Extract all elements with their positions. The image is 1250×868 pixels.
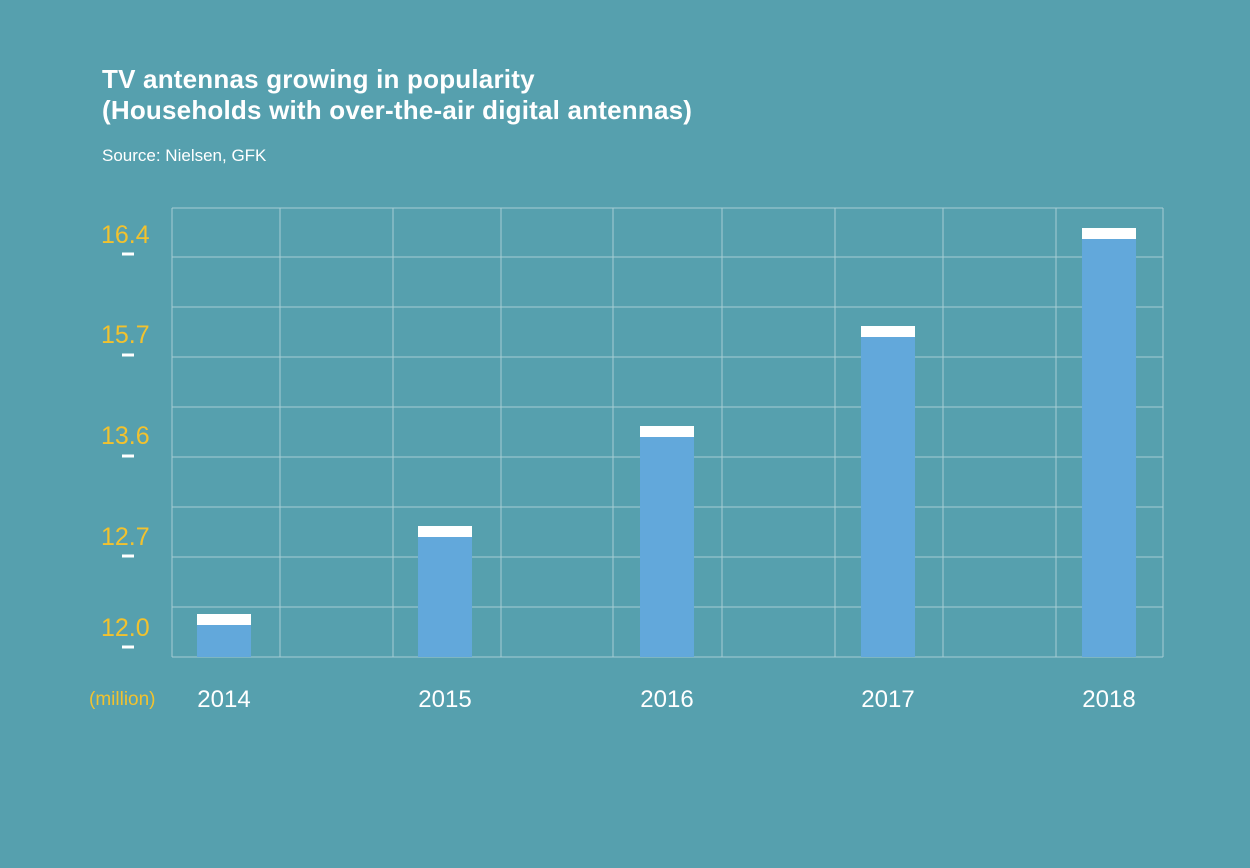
bar-cap-2017: [861, 326, 915, 337]
chart-title-line-1: TV antennas growing in popularity: [102, 64, 535, 94]
y-tick-mark: [122, 645, 134, 649]
y-tick-mark: [122, 454, 134, 458]
y-tick-mark: [122, 252, 134, 256]
chart-title: TV antennas growing in popularity (House…: [102, 64, 692, 126]
bar-2016: [640, 437, 694, 657]
y-tick-label: 12.0: [101, 614, 150, 642]
x-tick-label: 2017: [861, 686, 914, 713]
y-tick-label: 12.7: [101, 523, 150, 551]
x-axis: 2014 2015 2016 2017 2018: [197, 686, 1135, 713]
x-tick-label: 2015: [418, 686, 471, 713]
chart-title-line-2: (Households with over-the-air digital an…: [102, 95, 693, 125]
bar-2018: [1082, 239, 1136, 657]
y-tick-label: 16.4: [101, 221, 150, 249]
y-tick-label: 15.7: [101, 321, 150, 349]
bar-cap-2018: [1082, 228, 1136, 239]
x-tick-label: 2018: [1082, 686, 1135, 713]
bar-2014: [197, 625, 251, 657]
bar-2015: [418, 537, 472, 657]
bar-2017: [861, 337, 915, 657]
x-tick-label: 2014: [197, 686, 250, 713]
bars-group: [197, 228, 1136, 657]
unit-label: (million): [89, 689, 156, 710]
bar-cap-2014: [197, 614, 251, 625]
bar-cap-2016: [640, 426, 694, 437]
y-tick-mark: [122, 554, 134, 558]
y-tick-mark: [122, 353, 134, 357]
x-tick-label: 2016: [640, 686, 693, 713]
y-axis: 12.0 12.7 13.6 15.7 16.4 (million): [89, 221, 156, 710]
y-tick-label: 13.6: [101, 422, 150, 450]
source-note: Source: Nielsen, GFK: [102, 146, 267, 165]
bar-cap-2015: [418, 526, 472, 537]
